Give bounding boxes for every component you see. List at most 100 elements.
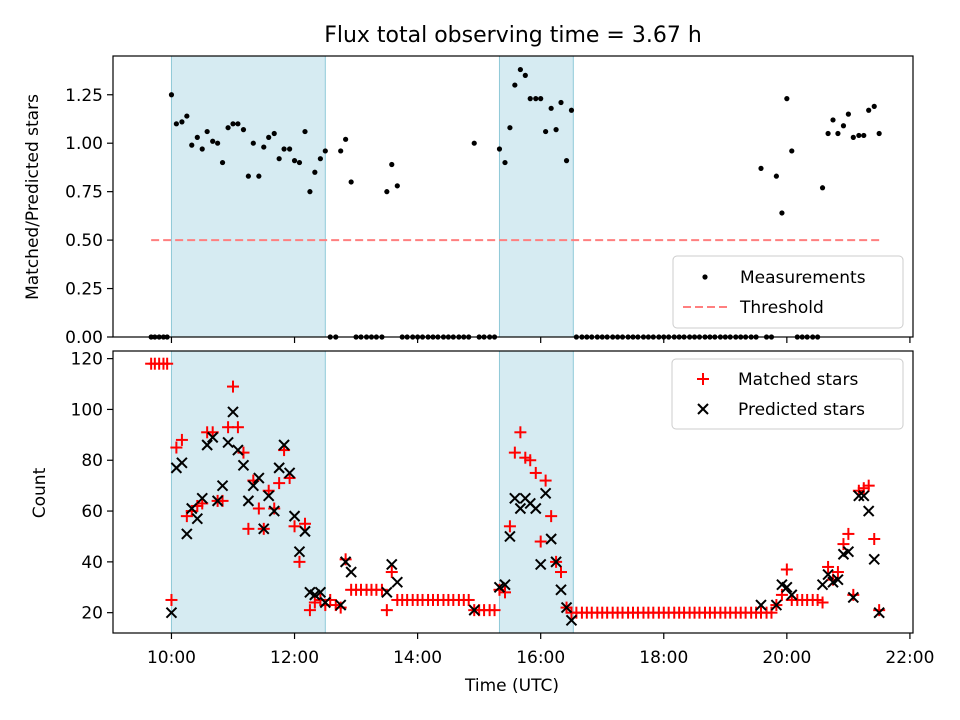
measurement-point: [240, 127, 247, 133]
predicted-star-point: [468, 604, 480, 616]
matched-star-point: [268, 502, 281, 515]
matched-star-point: [385, 566, 398, 579]
matched-star-point: [847, 588, 860, 601]
measurement-point: [179, 119, 185, 125]
predicted-star-point: [196, 492, 208, 505]
x-tick-label: 20:00: [762, 648, 811, 668]
predicted-star-point: [770, 599, 783, 611]
predicted-star-point: [345, 566, 357, 578]
bottom-y-ticks: 20 40 60 80 100 120: [71, 350, 113, 624]
measurement-point: [245, 173, 251, 179]
matched-star-point: [303, 604, 316, 617]
predicted-star-point: [391, 576, 404, 588]
predicted-star-point: [534, 558, 547, 571]
matched-star-point: [375, 583, 388, 596]
measurement-point: [338, 148, 344, 154]
matched-star-point: [488, 604, 501, 617]
y-tick-label: 60: [81, 502, 103, 522]
measurement-point: [553, 127, 559, 133]
measurement-point: [389, 161, 395, 168]
predicted-star-point: [832, 573, 844, 586]
predicted-star-point: [201, 439, 213, 451]
predicted-star-point: [253, 472, 265, 484]
predicted-star-point: [858, 490, 870, 502]
matched-star-point: [539, 474, 552, 487]
measurement-point: [773, 173, 779, 179]
measurement-point: [522, 72, 528, 78]
measurement-point: [866, 107, 872, 113]
predicted-star-point: [222, 436, 234, 449]
measurement-point: [471, 140, 477, 146]
top-legend: Measurements Threshold: [672, 255, 904, 329]
top-legend-box: [672, 255, 904, 329]
legend-measurements-label: Measurements: [740, 268, 866, 288]
y-tick-label: 1.25: [65, 86, 103, 106]
matched-star-point: [334, 601, 347, 614]
predicted-star-point: [560, 601, 573, 614]
measurement-point: [296, 159, 303, 166]
y-tick-label: 0.75: [65, 183, 103, 203]
measurement-point: [302, 128, 308, 135]
predicted-star-point: [186, 502, 198, 515]
measurement-point: [563, 158, 570, 164]
predicted-star-point: [539, 487, 552, 499]
measurement-point: [235, 121, 241, 127]
matched-star-point: [273, 477, 286, 490]
matched-star-point: [324, 593, 337, 606]
matched-star-point: [227, 380, 239, 393]
matched-star-point: [462, 593, 475, 606]
bottom-plot-frame: [112, 350, 914, 634]
measurement-point: [261, 144, 267, 150]
predicted-star-point: [781, 581, 793, 593]
predicted-star-point: [262, 490, 275, 502]
matched-star-point: [493, 583, 506, 596]
matched-star-point: [231, 421, 244, 434]
predicted-stars-points: [165, 406, 885, 627]
measurement-point: [758, 165, 764, 171]
predicted-star-point: [273, 462, 285, 474]
matched-star-point: [161, 357, 174, 370]
predicted-star-point: [247, 479, 260, 492]
legend-measurements-marker: [702, 274, 708, 280]
predicted-star-point: [176, 457, 188, 469]
measurement-point: [507, 125, 513, 131]
matched-star-point: [529, 466, 542, 479]
measurement-point: [543, 128, 549, 135]
x-tick-label: 12:00: [270, 648, 319, 668]
predicted-star-point: [862, 505, 875, 517]
predicted-star-point: [514, 502, 527, 515]
matched-star-point: [165, 593, 178, 606]
legend-matched-label: Matched stars: [738, 370, 858, 390]
predicted-star-point: [216, 479, 229, 492]
measurement-point: [512, 82, 518, 88]
y-tick-label: 0.25: [65, 280, 103, 300]
predicted-star-point: [206, 431, 219, 444]
measurement-point: [784, 96, 790, 102]
predicted-star-point: [191, 512, 204, 525]
measurement-point: [210, 138, 216, 144]
measurement-point: [250, 140, 256, 146]
predicted-star-point: [499, 579, 511, 591]
measurement-point: [184, 113, 190, 119]
predicted-star-point: [334, 599, 347, 611]
bottom-x-ticks: 10:00 12:00 14:00 16:00 18:00 20:00 22:00: [147, 633, 934, 668]
measurement-point: [189, 142, 195, 148]
measurement-point: [568, 107, 575, 113]
y-tick-label: 120: [71, 350, 103, 370]
predicted-star-point: [283, 467, 296, 479]
measurement-point: [527, 96, 533, 102]
measurement-point: [517, 66, 523, 73]
top-y-axis-label: Matched/Predicted stars: [23, 94, 43, 300]
measurement-point: [533, 96, 539, 102]
legend-matched-marker: [697, 373, 709, 385]
matched-star-point: [524, 454, 537, 467]
measurement-point: [276, 156, 282, 162]
predicted-star-point: [868, 553, 880, 566]
predicted-star-point: [293, 545, 306, 558]
predicted-star-point: [314, 586, 327, 599]
matched-star-point: [555, 566, 567, 579]
top-y-ticks: 0.00 0.25 0.50 0.75 1.00 1.25: [65, 86, 113, 348]
measurement-point: [271, 130, 277, 137]
measurement-point: [538, 96, 544, 102]
matched-star-point: [175, 433, 188, 446]
